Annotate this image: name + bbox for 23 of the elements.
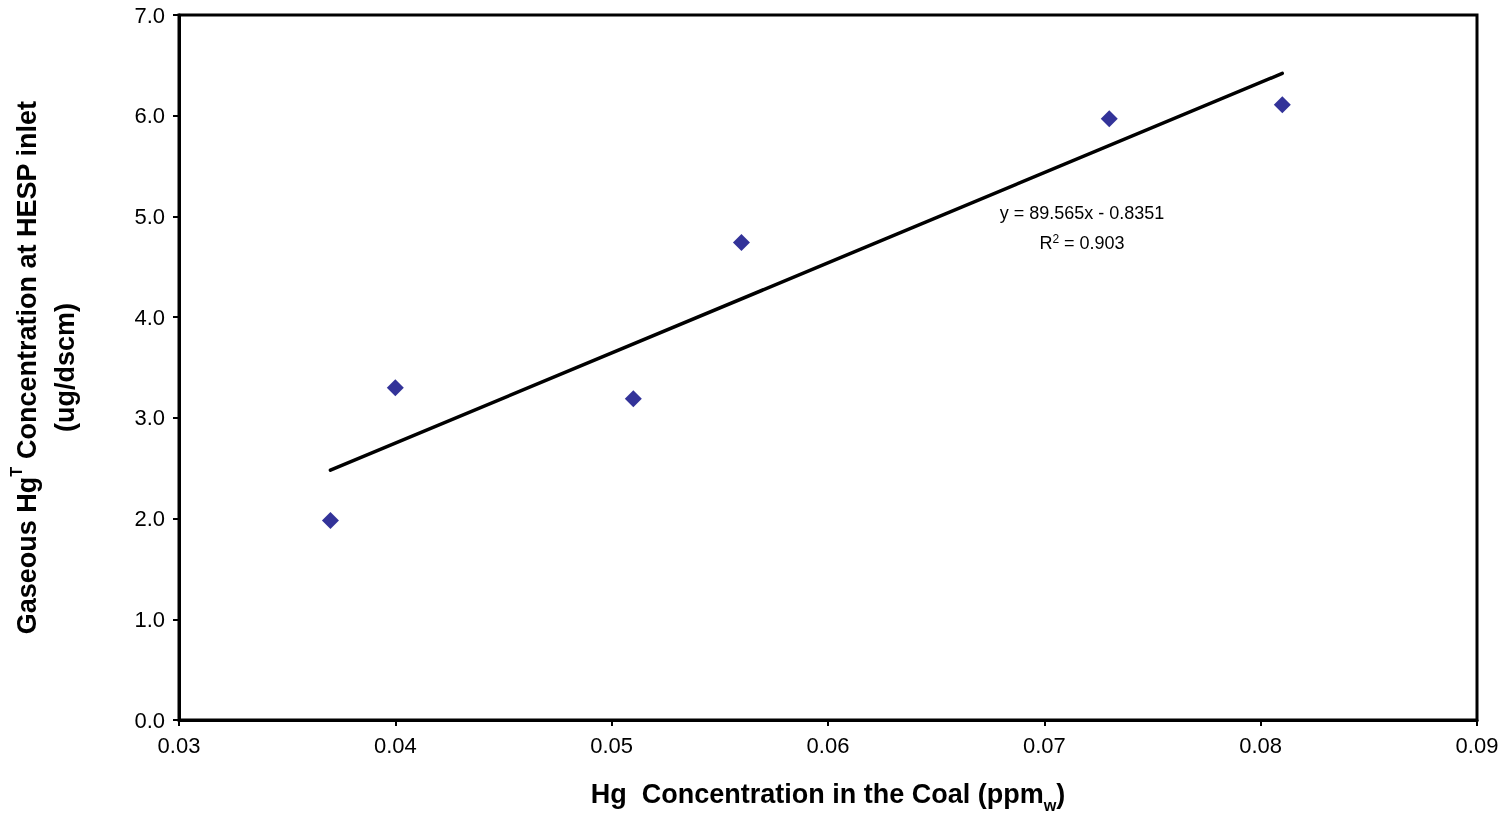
point: [321, 512, 339, 530]
x-tick-label: 0.05: [590, 732, 634, 758]
point: [1100, 110, 1118, 128]
y-tick-label: 7.0: [134, 2, 165, 28]
y-axis-title: Gaseous HgT Concentration at HESP inlet (ug/dscm): [7, 101, 80, 635]
x-tick-label: 0.07: [1022, 732, 1066, 758]
y-tick-label: 0.0: [134, 707, 165, 733]
point: [1273, 96, 1291, 114]
y-tick-label: 5.0: [134, 203, 165, 229]
y-tick-label: 1.0: [134, 606, 165, 632]
x-tick-label: 0.03: [157, 732, 201, 758]
x-tick-label: 0.04: [373, 732, 417, 758]
annotation: y = 89.565x - 0.8351: [999, 203, 1165, 223]
x-tick-label: 0.06: [806, 732, 850, 758]
x-tick-label: 0.08: [1239, 732, 1283, 758]
point: [386, 379, 404, 397]
y-tick-label: 4.0: [134, 304, 165, 330]
y-tick-label: 2.0: [134, 506, 165, 532]
point: [624, 390, 642, 408]
y-tick-label: 6.0: [134, 103, 165, 129]
x-tick-label: 0.09: [1455, 732, 1499, 758]
point: [732, 234, 750, 252]
y-tick-label: 3.0: [134, 405, 165, 431]
